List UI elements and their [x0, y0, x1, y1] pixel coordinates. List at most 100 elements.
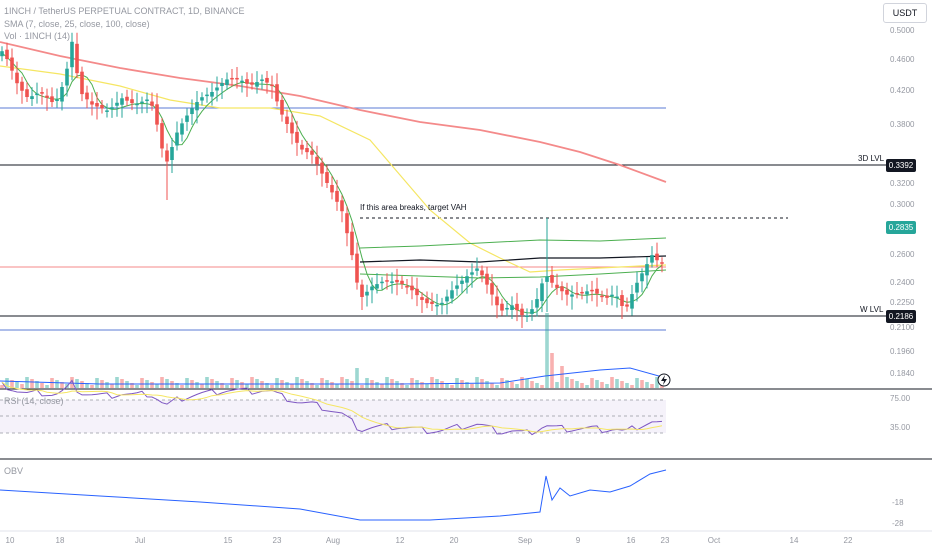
price-tick-label: 0.3800 [890, 120, 915, 129]
volume-bar [420, 382, 424, 388]
volume-bar [375, 382, 379, 388]
candle-body [120, 98, 124, 105]
volume-bar [105, 382, 109, 388]
candle-body [580, 291, 584, 294]
level-label-w: W LVL [860, 305, 884, 314]
time-tick-label: Sep [518, 536, 533, 545]
candle-body [45, 95, 49, 98]
candle-body [10, 57, 14, 71]
volume-bar [295, 377, 299, 388]
volume-bar [475, 377, 479, 388]
volume-bar [135, 385, 139, 388]
volume-bar [265, 383, 269, 388]
candle-body [355, 253, 359, 283]
candle-body [40, 92, 44, 94]
time-tick-label: 15 [224, 536, 233, 545]
volume-bar [95, 378, 99, 388]
candle-body [650, 255, 654, 263]
volume-bar [650, 384, 654, 388]
currency-button[interactable]: USDT [883, 3, 927, 23]
volume-bar [365, 378, 369, 388]
candle-body [405, 286, 409, 288]
volume-bar [155, 384, 159, 388]
volume-bar [315, 385, 319, 388]
volume-bar [585, 385, 589, 388]
candle-body [350, 231, 354, 256]
price-tick-label: 0.4200 [890, 86, 915, 95]
volume-bar [520, 377, 524, 388]
price-tick-label: 0.5000 [890, 26, 915, 35]
volume-bar [590, 378, 594, 388]
candle-body [565, 289, 569, 295]
volume-bar [550, 353, 554, 388]
candle-body [390, 281, 394, 283]
candle-body [470, 272, 474, 275]
candle-body [20, 81, 24, 91]
volume-bar [465, 382, 469, 388]
candle-body [600, 295, 604, 298]
candle-body [265, 77, 269, 83]
ma100-line [0, 41, 667, 183]
candle-body [540, 283, 544, 302]
candle-body [635, 282, 639, 293]
price-tick-label: 0.3200 [890, 179, 915, 188]
volume-bar [180, 385, 184, 388]
volume-bar [450, 385, 454, 388]
candle-body [440, 302, 444, 305]
candle-body [205, 94, 209, 97]
volume-bar [505, 380, 509, 388]
price-tick-label: 0.2600 [890, 250, 915, 259]
volume-bar [445, 383, 449, 388]
time-tick-label: 23 [661, 536, 670, 545]
candle-body [495, 296, 499, 306]
volume-bar [620, 381, 624, 388]
volume-bar [570, 379, 574, 388]
volume-bar [575, 381, 579, 388]
volume-bar [115, 377, 119, 388]
candle-body [125, 96, 129, 101]
volume-bar [320, 378, 324, 388]
candle-body [450, 290, 454, 299]
candle-body [60, 86, 64, 102]
candle-body [570, 294, 574, 297]
candle-body [510, 305, 514, 310]
candle-body [145, 99, 149, 102]
band-upper-line [359, 237, 667, 249]
time-tick-label: Jul [135, 536, 145, 545]
volume-bar [150, 382, 154, 388]
candle-body [520, 308, 524, 316]
candle-body [65, 68, 69, 86]
candle-body [180, 123, 184, 135]
volume-bar [405, 385, 409, 388]
obv-legend: OBV [4, 466, 24, 476]
candle-body [625, 304, 629, 307]
candle-body [595, 288, 599, 294]
volume-bar [540, 385, 544, 388]
candle-body [420, 297, 424, 300]
candle-body [5, 49, 9, 60]
candle-body [250, 82, 254, 85]
volume-bar [15, 382, 19, 388]
time-tick-label: 22 [844, 536, 853, 545]
candle-body [505, 307, 509, 310]
candle-body [100, 105, 104, 109]
volume-bar [70, 377, 74, 388]
volume-bar [640, 380, 644, 388]
volume-bar [225, 385, 229, 388]
volume-bar [410, 378, 414, 388]
candle-body [590, 289, 594, 292]
price-tick-label: 0.4600 [890, 55, 915, 64]
time-tick-label: Oct [708, 536, 721, 545]
candle-body [25, 89, 29, 98]
candle-body [655, 253, 659, 261]
volume-bar [555, 382, 559, 388]
volume-bar [35, 381, 39, 388]
candle-body [605, 295, 609, 298]
volume-bar [80, 381, 84, 388]
candle-body [170, 147, 174, 161]
candle-body [385, 280, 389, 282]
volume-bar [485, 381, 489, 388]
volume-bar [90, 385, 94, 388]
